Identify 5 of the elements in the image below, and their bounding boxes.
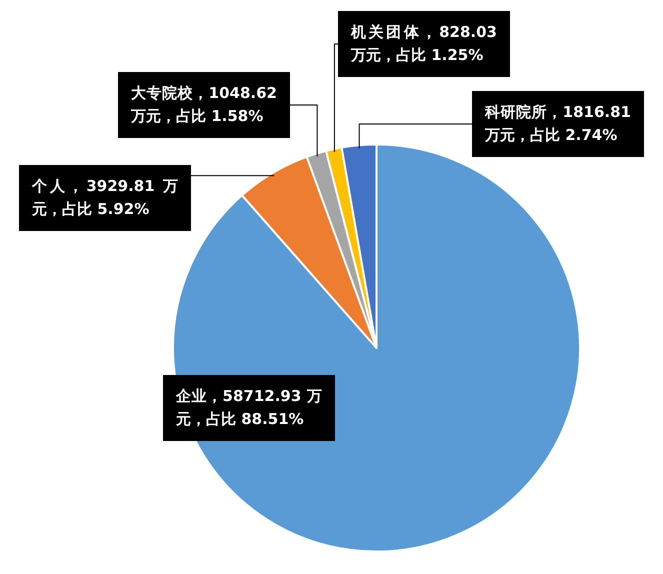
slice-label: 大专院校，1048.62 万元，占比 1.58% xyxy=(131,84,277,125)
slice-label: 科研院所，1816.81 万元，占比 2.74% xyxy=(485,103,631,144)
slice-label: 个人，3929.81 万元，占比 5.92% xyxy=(32,177,178,218)
slice-label: 企业，58712.93 万元，占比 88.51% xyxy=(176,387,322,428)
slice-label: 机关团体，828.03 万元，占比 1.25% xyxy=(351,23,497,64)
